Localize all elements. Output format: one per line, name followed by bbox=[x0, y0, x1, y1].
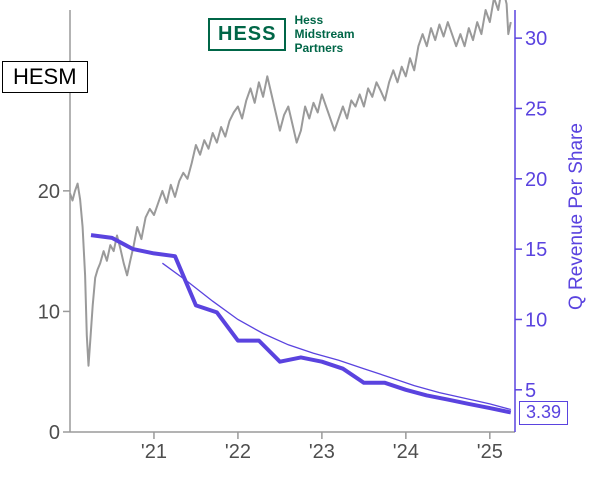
chart-bg bbox=[0, 0, 600, 500]
company-name-line1: Hess bbox=[294, 14, 354, 28]
right-tick-label: 5 bbox=[525, 380, 536, 402]
company-name-line2: Midstream bbox=[294, 28, 354, 42]
ticker-badge: HESM bbox=[2, 61, 88, 93]
current-rps-value: 3.39 bbox=[519, 401, 568, 425]
right-tick-label: 30 bbox=[525, 28, 547, 50]
company-name-line3: Partners bbox=[294, 42, 354, 56]
stock-rps-chart: 010203051015202530'21'22'23'24'25 HESM H… bbox=[0, 0, 600, 500]
company-logo: HESS Hess Midstream Partners bbox=[208, 14, 355, 55]
chart-canvas: 010203051015202530'21'22'23'24'25 bbox=[0, 0, 600, 500]
left-tick-label: 20 bbox=[38, 181, 60, 203]
left-tick-label: 0 bbox=[49, 422, 60, 444]
left-tick-label: 10 bbox=[38, 301, 60, 323]
x-tick-label: '23 bbox=[309, 441, 335, 463]
hess-logo-icon: HESS bbox=[208, 18, 286, 51]
company-name: Hess Midstream Partners bbox=[294, 14, 354, 55]
right-axis-label: Q Revenue Per Share bbox=[566, 130, 588, 310]
x-tick-label: '25 bbox=[477, 441, 503, 463]
x-tick-label: '22 bbox=[225, 441, 251, 463]
right-tick-label: 10 bbox=[525, 309, 547, 331]
x-tick-label: '24 bbox=[393, 441, 419, 463]
right-tick-label: 15 bbox=[525, 239, 547, 261]
right-tick-label: 20 bbox=[525, 169, 547, 191]
right-tick-label: 25 bbox=[525, 98, 547, 120]
x-tick-label: '21 bbox=[141, 441, 167, 463]
